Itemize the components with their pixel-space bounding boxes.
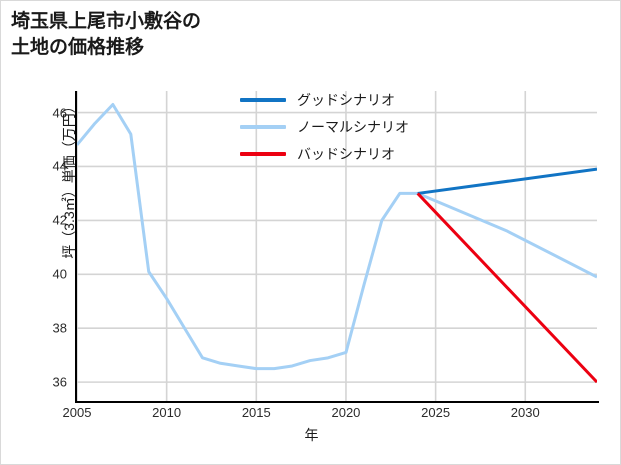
legend-swatch-icon: [240, 152, 286, 156]
y-tick-label: 40: [52, 266, 67, 282]
legend-swatch-icon: [240, 98, 286, 102]
y-tick-label: 38: [52, 320, 67, 336]
legend-swatch-icon: [240, 125, 286, 129]
y-tick-label: 46: [52, 105, 67, 121]
chart-legend: グッドシナリオ ノーマルシナリオ バッドシナリオ: [240, 91, 409, 163]
x-tick-label: 2030: [510, 405, 540, 420]
y-tick-label: 44: [52, 158, 67, 174]
y-axis-spine: [75, 91, 77, 403]
page-title: 埼玉県上尾市小敷谷の 土地の価格推移: [11, 11, 202, 58]
series-line-ノーマルシナリオ: [77, 102, 597, 371]
legend-label: グッドシナリオ: [297, 92, 395, 108]
y-tick-label: 42: [52, 212, 67, 228]
x-tick-label: 2015: [241, 405, 271, 420]
legend-item[interactable]: ノーマルシナリオ: [240, 118, 409, 136]
legend-item[interactable]: バッドシナリオ: [240, 145, 409, 163]
x-tick-label: 2020: [331, 405, 361, 420]
x-axis-title: 年: [304, 427, 319, 443]
series-layer: [77, 102, 597, 384]
chart-canvas: [77, 91, 597, 401]
gridlines: [77, 91, 597, 401]
x-axis-spine: [75, 401, 599, 403]
legend-label: ノーマルシナリオ: [297, 119, 409, 135]
x-tick-label: 2010: [152, 405, 182, 420]
x-tick-label: 2025: [421, 405, 451, 420]
legend-item[interactable]: グッドシナリオ: [240, 91, 409, 109]
y-axis-title: 坪（3.3㎡）単価（万円）: [61, 99, 77, 259]
series-line-グッドシナリオ: [417, 167, 597, 195]
legend-label: バッドシナリオ: [297, 146, 395, 162]
series-line-バッドシナリオ: [416, 192, 597, 384]
x-tick-label: 2005: [62, 405, 92, 420]
y-tick-label: 36: [52, 374, 67, 390]
plot-area: [77, 91, 597, 401]
